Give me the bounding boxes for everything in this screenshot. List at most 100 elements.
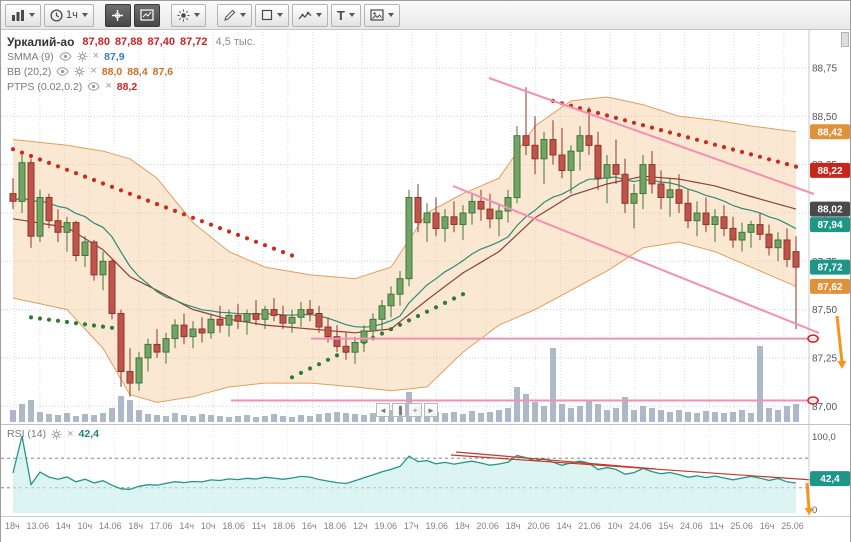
close-icon[interactable]: × xyxy=(90,65,97,77)
price-badge: 88,02 xyxy=(810,201,850,217)
indicator-value: 88,0 xyxy=(101,65,123,78)
time-label: 15ч xyxy=(658,521,674,531)
gear-icon[interactable] xyxy=(51,429,62,440)
image-tool-button[interactable] xyxy=(363,3,400,27)
time-label: 10ч xyxy=(77,521,93,531)
time-label: 18ч xyxy=(5,521,20,531)
pan-right-button[interactable]: ► xyxy=(424,403,438,417)
price-badge: 88,22 xyxy=(810,162,850,178)
eye-icon[interactable] xyxy=(87,82,100,91)
time-label: 17ч xyxy=(403,521,419,531)
svg-text:42,4: 42,4 xyxy=(820,474,840,485)
price-tick-label: 88,75 xyxy=(812,64,837,75)
chevron-down-icon xyxy=(276,13,283,17)
indicator-value: 42,4 xyxy=(78,428,99,440)
candles xyxy=(9,87,800,397)
panel-mode-button[interactable] xyxy=(133,3,160,27)
time-label: 18ч xyxy=(128,521,144,531)
drag-handle[interactable]: ▐ xyxy=(392,403,406,417)
volume-bars xyxy=(10,346,799,422)
trend-line[interactable] xyxy=(488,77,815,195)
chart-type-button[interactable] xyxy=(5,3,41,27)
time-label: 14ч xyxy=(55,521,71,531)
indicator-value: 88,4 xyxy=(127,65,148,78)
svg-text:88,42: 88,42 xyxy=(817,127,842,138)
crosshair-tool-button[interactable] xyxy=(104,3,131,27)
time-label: 25.06 xyxy=(781,521,804,531)
time-label: 10ч xyxy=(607,521,623,531)
smma-line xyxy=(12,176,797,328)
time-label: 18.06 xyxy=(272,521,296,531)
svg-text:87,72: 87,72 xyxy=(817,263,842,274)
chevron-down-icon xyxy=(315,13,322,17)
time-label: 20.06 xyxy=(476,521,499,531)
rsi-panel: 100,0 0 42,4 RSI (14) × 42,4 xyxy=(1,424,850,516)
price-tick-label: 87,25 xyxy=(812,353,837,364)
chevron-down-icon xyxy=(239,13,246,17)
line-chart-icon xyxy=(298,9,312,21)
bb-middle-line xyxy=(12,175,797,334)
pencil-icon xyxy=(223,9,236,22)
arrow-annotation[interactable] xyxy=(835,315,847,369)
close-icon[interactable]: × xyxy=(105,80,112,92)
time-label: 13.06 xyxy=(26,521,50,531)
close-icon[interactable]: × xyxy=(92,50,100,62)
ohlc-open: 87,80 xyxy=(82,35,110,48)
indicator-row-ptps: PTPS (0.02,0.2) × 88,2 xyxy=(7,79,255,94)
price-badge: 87,62 xyxy=(810,278,850,294)
price-axis: 88,7588,5088,2588,0087,7587,5087,2587,00… xyxy=(808,30,850,424)
line-handle[interactable] xyxy=(807,334,819,343)
square-icon xyxy=(261,9,273,21)
svg-text:87,62: 87,62 xyxy=(817,282,842,293)
pan-left-button[interactable]: ◄ xyxy=(376,403,390,417)
timeframe-label: 1ч xyxy=(66,9,78,21)
indicator-row-smma: SMMA (9) × 87,9 xyxy=(7,49,255,64)
drawings xyxy=(231,77,820,405)
scrollbar-thumb[interactable] xyxy=(841,32,849,47)
chevron-down-icon xyxy=(29,13,35,17)
appearance-button[interactable] xyxy=(170,3,206,27)
price-tick-label: 87,00 xyxy=(812,402,837,413)
time-label: 11ч xyxy=(251,521,266,531)
gear-icon[interactable] xyxy=(77,51,88,62)
time-label: 21.06 xyxy=(578,521,601,531)
text-icon: T xyxy=(336,7,345,23)
text-tool-button[interactable]: T xyxy=(330,3,361,27)
timeframe-button[interactable]: 1ч xyxy=(44,3,94,27)
grid xyxy=(1,32,809,422)
time-label: 14ч xyxy=(556,521,572,531)
chevron-down-icon xyxy=(348,13,355,17)
indicator-value: 87,9 xyxy=(104,50,125,63)
rsi-tick-label: 100,0 xyxy=(812,432,836,443)
eye-icon[interactable] xyxy=(56,67,69,76)
indicator-label: BB (20,2) xyxy=(7,65,52,78)
indicators-button[interactable] xyxy=(291,3,328,27)
time-label: 20.06 xyxy=(527,521,550,531)
line-handle[interactable] xyxy=(807,396,819,405)
chart-pager: ◄ ▐ + ► xyxy=(376,403,438,417)
time-label: 16ч xyxy=(302,521,317,531)
price-badge: 88,42 xyxy=(810,124,850,140)
indicator-row-bb: BB (20,2) × 88,0 88,4 87,6 xyxy=(7,64,255,79)
time-label: 18ч xyxy=(505,521,521,531)
shapes-tool-button[interactable] xyxy=(254,3,289,27)
arrow-annotation[interactable] xyxy=(804,482,814,515)
time-label: 14ч xyxy=(179,521,195,531)
rsi-area xyxy=(13,436,796,513)
main-chart-panel: 88,7588,5088,2588,0087,7587,5087,2587,00… xyxy=(1,30,850,424)
close-icon[interactable]: × xyxy=(67,427,74,440)
chart-panel-icon xyxy=(140,9,154,21)
chart-legend: Уркалий-ао 87,80 87,88 87,40 87,72 4,5 т… xyxy=(7,34,255,94)
instrument-row: Уркалий-ао 87,80 87,88 87,40 87,72 4,5 т… xyxy=(7,34,255,49)
time-label: 18.06 xyxy=(323,521,347,531)
draw-tool-button[interactable] xyxy=(216,3,252,27)
gear-icon[interactable] xyxy=(74,66,85,77)
rsi-badge: 42,4 xyxy=(810,471,850,487)
eye-icon[interactable] xyxy=(59,52,72,61)
time-label: 18ч xyxy=(454,521,470,531)
rsi-trend-line[interactable] xyxy=(455,451,657,470)
time-axis[interactable]: 18ч 13.06 14ч 10ч 14.06 18ч 17.06 14ч 10ч 18.06 11… xyxy=(1,516,850,542)
zoom-button[interactable]: + xyxy=(408,403,422,417)
trend-line[interactable] xyxy=(452,185,820,334)
rsi-tick-label: 0 xyxy=(812,505,817,516)
